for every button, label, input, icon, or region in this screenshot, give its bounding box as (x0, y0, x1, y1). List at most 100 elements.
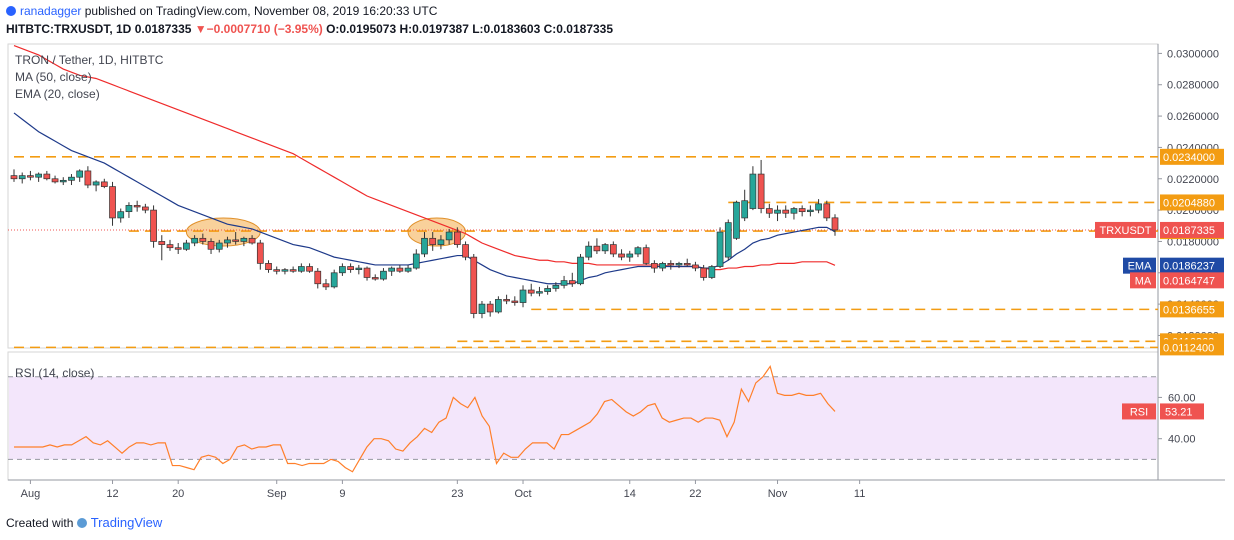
candle-down (84, 166, 92, 189)
price-tag-name: MA (1135, 275, 1152, 287)
candle-body (404, 267, 412, 272)
candle-down (289, 266, 297, 273)
candle-body (585, 245, 593, 258)
candle-body (634, 247, 642, 255)
candle-up (733, 200, 740, 240)
candle-body (544, 288, 552, 292)
candle-down (322, 279, 330, 291)
chart-title-legend: TRON / Tether, 1D, HITBTC (15, 53, 164, 67)
candle-body (651, 263, 658, 269)
candle-body (445, 231, 453, 241)
candle-up (724, 219, 732, 261)
candle-body (790, 208, 798, 214)
candle-body (618, 253, 625, 258)
rsi-tag-name: RSI (1130, 406, 1148, 418)
candle-down (199, 233, 207, 245)
candle-down (831, 214, 839, 236)
footer-brand[interactable]: TradingView (90, 515, 163, 530)
candle-body (577, 256, 584, 285)
candle-up (437, 235, 445, 250)
candle-up (224, 236, 231, 248)
candle-body (470, 256, 478, 314)
candle-body (823, 203, 831, 219)
candle-body (150, 209, 157, 242)
candle-body (412, 253, 420, 269)
candle-down (667, 260, 675, 270)
time-tick-label: 14 (624, 488, 636, 500)
candle-body (765, 208, 773, 214)
candle-body (35, 173, 42, 178)
candle-body (675, 263, 683, 266)
time-tick-label: 22 (689, 488, 701, 500)
rsi-legend: RSI (14, close) (15, 366, 95, 380)
candle-down (10, 169, 18, 182)
candle-up (790, 206, 798, 220)
price-tag-value-box (1160, 221, 1224, 238)
candle-up (601, 243, 609, 254)
candle-down (109, 181, 116, 226)
candle-body (215, 242, 223, 250)
tradingview-footer-logo-icon (76, 518, 87, 528)
candle-body (642, 247, 650, 264)
price-tick-label: 0.0260000 (1167, 111, 1219, 123)
candle-body (92, 181, 100, 186)
candle-up (659, 261, 666, 272)
candle-body (84, 170, 92, 186)
candle-body (166, 244, 174, 249)
price-change: ▼−0.0007710 (−3.95%) (194, 22, 323, 36)
candle-up (380, 268, 387, 281)
candle-body (347, 266, 354, 270)
candle-down (51, 175, 59, 184)
candle-body (289, 269, 297, 272)
created-with-text: Created with (6, 516, 74, 530)
candle-down (527, 283, 535, 297)
candle-up (634, 246, 642, 258)
candle-body (191, 237, 198, 244)
time-tick-label: Aug (21, 488, 41, 500)
candle-body (536, 291, 543, 294)
rsi-tick-label: 60.00 (1168, 392, 1196, 404)
candle-down (798, 205, 806, 217)
candle-body (683, 263, 691, 266)
candle-up (552, 282, 560, 292)
candle-body (560, 280, 568, 286)
candle-down (765, 203, 773, 218)
open-value: O:0.0195073 (326, 22, 397, 36)
rsi-tag-value-box (1160, 403, 1204, 420)
candle-body (396, 267, 404, 272)
candle-body (552, 284, 560, 289)
candle-body (10, 175, 18, 180)
price-tag-value: 0.0186237 (1163, 261, 1215, 273)
candle-up (35, 172, 42, 182)
candle-body (43, 173, 51, 180)
price-tag-name-box (1123, 257, 1156, 274)
publisher-name[interactable]: ranadagger (20, 4, 82, 18)
rsi-tag-value: 53.21 (1165, 406, 1193, 418)
candle-up (412, 249, 420, 270)
time-tick-label: Sep (267, 488, 287, 500)
candle-up (125, 202, 133, 218)
time-tick-label: Nov (768, 488, 788, 500)
time-tick-label: 23 (451, 488, 463, 500)
rsi-line (14, 365, 836, 473)
candle-down (166, 239, 174, 251)
candle-up (281, 268, 289, 275)
candle-body (224, 239, 231, 244)
candle-down (142, 203, 149, 214)
candle-body (27, 175, 34, 178)
candle-up (749, 166, 757, 211)
time-tick-label: 20 (172, 488, 184, 500)
candle-body (782, 209, 790, 214)
candle-up (577, 253, 584, 286)
candle-body (281, 269, 289, 272)
candle-body (741, 200, 749, 219)
candle-down (207, 238, 215, 254)
candle-body (363, 267, 371, 278)
ema-legend: EMA (20, close) (15, 87, 100, 101)
price-tag-name: EMA (1128, 261, 1153, 273)
candle-down (133, 200, 141, 212)
time-tick-label: 11 (854, 488, 865, 500)
candle-up (807, 205, 814, 217)
candle-down (314, 268, 322, 289)
